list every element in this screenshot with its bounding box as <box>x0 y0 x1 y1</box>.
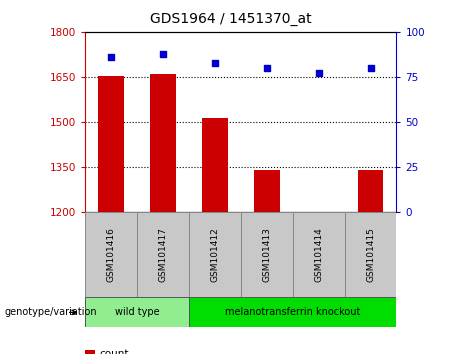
Text: GSM101416: GSM101416 <box>106 227 116 282</box>
Bar <box>150 74 176 212</box>
Bar <box>189 212 241 297</box>
Text: GSM101412: GSM101412 <box>210 228 219 282</box>
Text: GSM101414: GSM101414 <box>314 228 323 282</box>
Text: wild type: wild type <box>115 307 160 318</box>
Bar <box>85 297 189 327</box>
Bar <box>189 297 396 327</box>
Bar <box>254 170 280 212</box>
Bar <box>293 212 345 297</box>
Point <box>160 51 167 56</box>
Bar <box>85 212 137 297</box>
Bar <box>358 170 384 212</box>
Bar <box>345 212 396 297</box>
Bar <box>137 212 189 297</box>
Text: GSM101417: GSM101417 <box>159 227 168 282</box>
Text: GSM101415: GSM101415 <box>366 227 375 282</box>
Text: genotype/variation: genotype/variation <box>5 307 97 318</box>
Bar <box>241 212 293 297</box>
Point <box>107 54 115 60</box>
Bar <box>202 118 228 212</box>
Point <box>211 60 219 65</box>
Bar <box>98 76 124 212</box>
Point <box>315 70 322 76</box>
Point <box>367 65 374 71</box>
Text: GDS1964 / 1451370_at: GDS1964 / 1451370_at <box>150 12 311 27</box>
Text: GSM101413: GSM101413 <box>262 227 272 282</box>
Text: count: count <box>99 349 129 354</box>
Text: melanotransferrin knockout: melanotransferrin knockout <box>225 307 361 318</box>
Point <box>263 65 271 71</box>
